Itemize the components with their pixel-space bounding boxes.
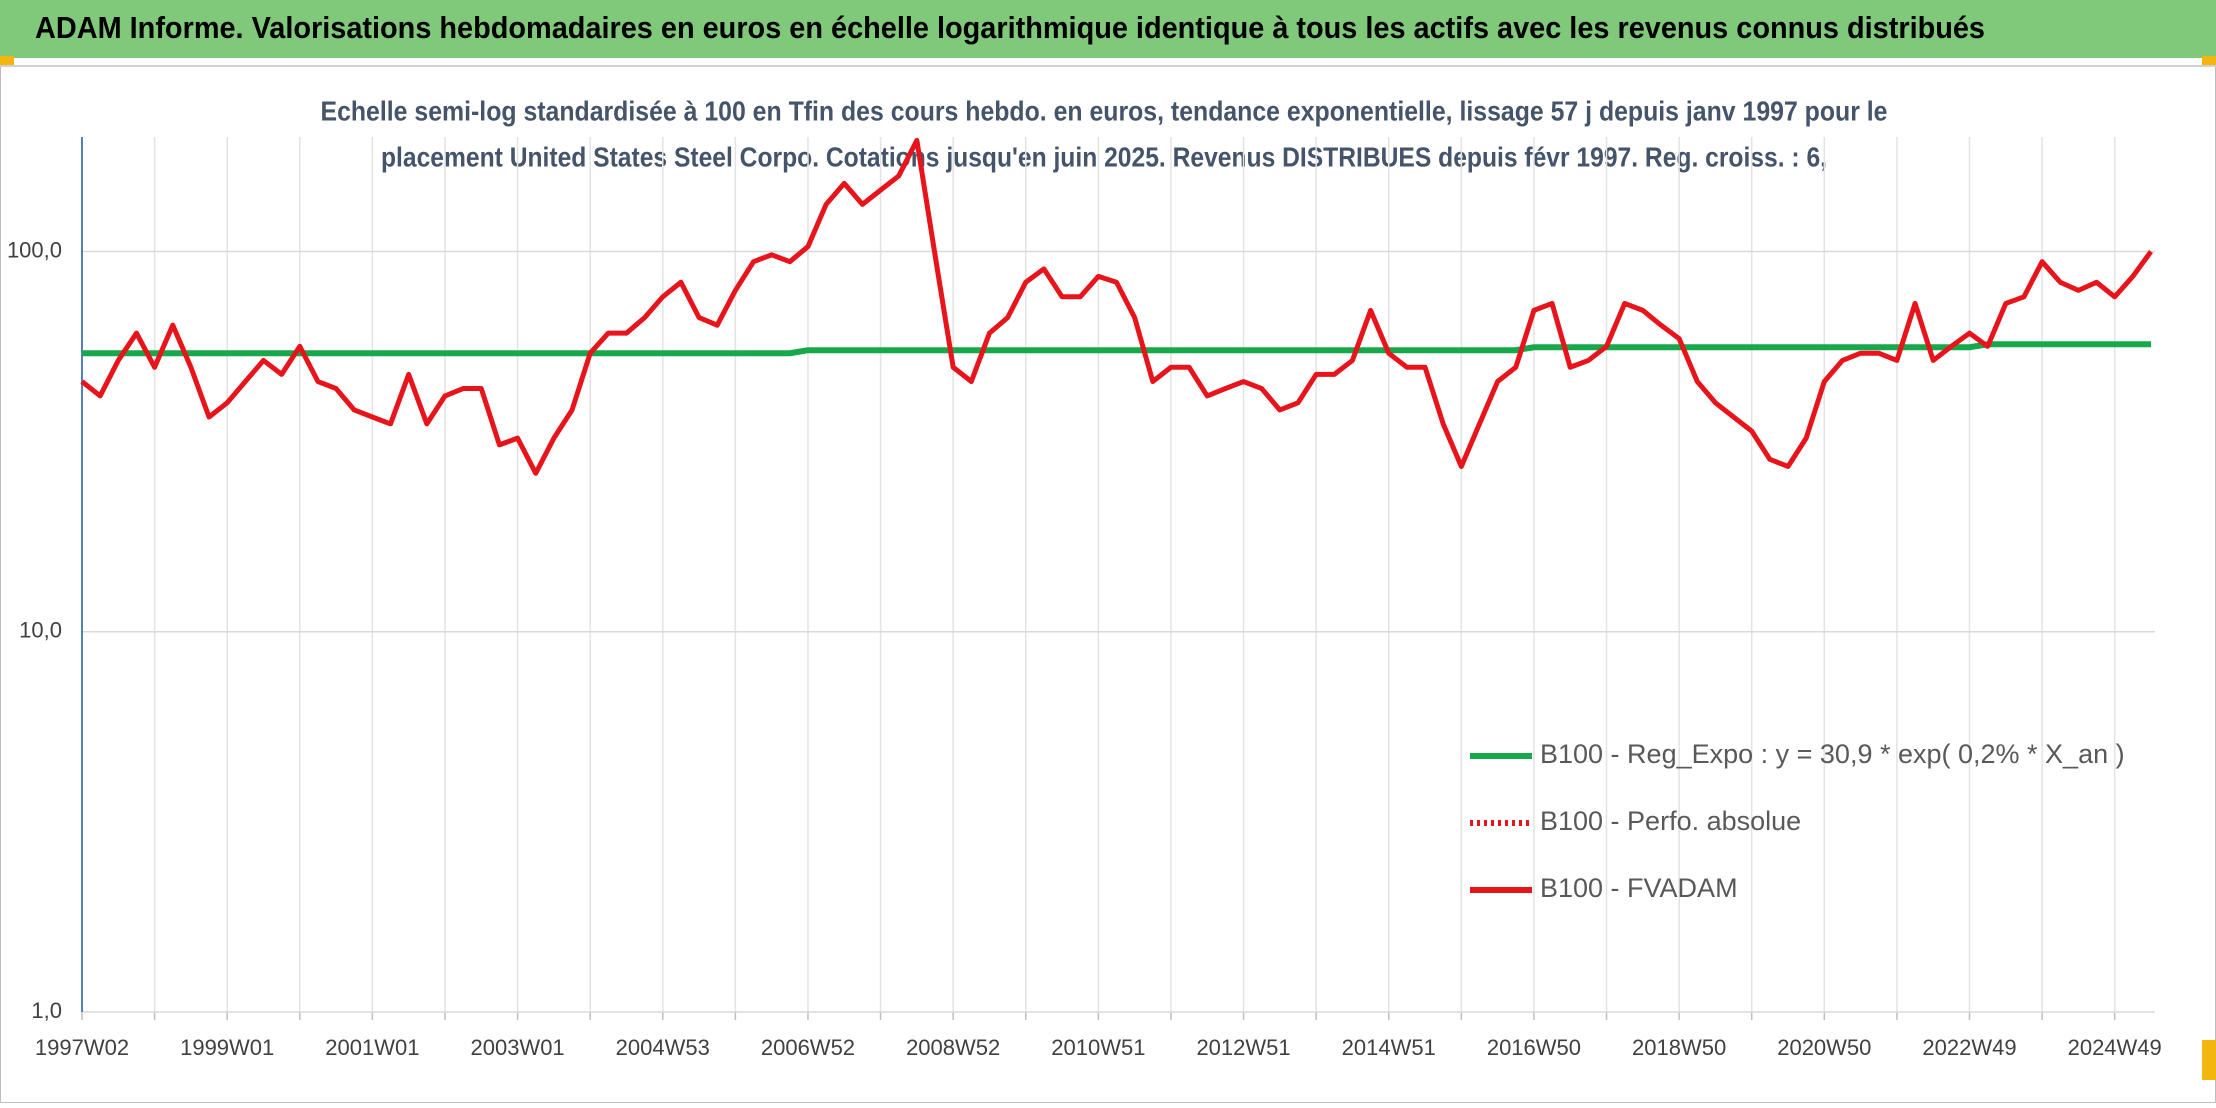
chart-subtitle: placement United States Steel Corpo. Cot… [381, 141, 1827, 172]
title-banner [0, 0, 2216, 58]
x-tick-label: 2010W51 [1051, 1035, 1145, 1060]
corner-mark [0, 56, 14, 66]
x-tick-label: 2008W52 [906, 1035, 1000, 1060]
x-tick-label: 2016W50 [1487, 1035, 1581, 1060]
series-line [82, 341, 2151, 357]
x-tick-label: 2018W50 [1632, 1035, 1726, 1060]
y-tick-label: 100,0 [7, 237, 62, 262]
legend-label: B100 - FVADAM [1540, 873, 1738, 903]
x-tick-label: 1999W01 [180, 1035, 274, 1060]
x-tick-label: 2012W51 [1196, 1035, 1290, 1060]
x-tick-label: 2020W50 [1777, 1035, 1871, 1060]
corner-mark [2202, 1040, 2216, 1080]
x-tick-label: 2003W01 [470, 1035, 564, 1060]
y-tick-label: 1,0 [31, 998, 62, 1023]
x-tick-label: 1997W02 [35, 1035, 129, 1060]
chart-title: ADAM Informe. Valorisations hebdomadaire… [35, 10, 1985, 45]
x-tick-label: 2006W52 [761, 1035, 855, 1060]
x-tick-label: 2004W53 [616, 1035, 710, 1060]
corner-mark [2202, 56, 2216, 66]
y-tick-label: 10,0 [19, 618, 62, 643]
x-tick-label: 2022W49 [1922, 1035, 2016, 1060]
x-tick-label: 2024W49 [2068, 1035, 2162, 1060]
x-tick-label: 2001W01 [325, 1035, 419, 1060]
x-tick-label: 2014W51 [1342, 1035, 1436, 1060]
series-line [80, 137, 2154, 476]
chart-subtitle: Echelle semi-log standardisée à 100 en T… [321, 95, 1888, 126]
legend-label: B100 - Reg_Expo : y = 30,9 * exp( 0,2% *… [1540, 739, 2125, 769]
legend-label: B100 - Perfo. absolue [1540, 806, 1801, 836]
